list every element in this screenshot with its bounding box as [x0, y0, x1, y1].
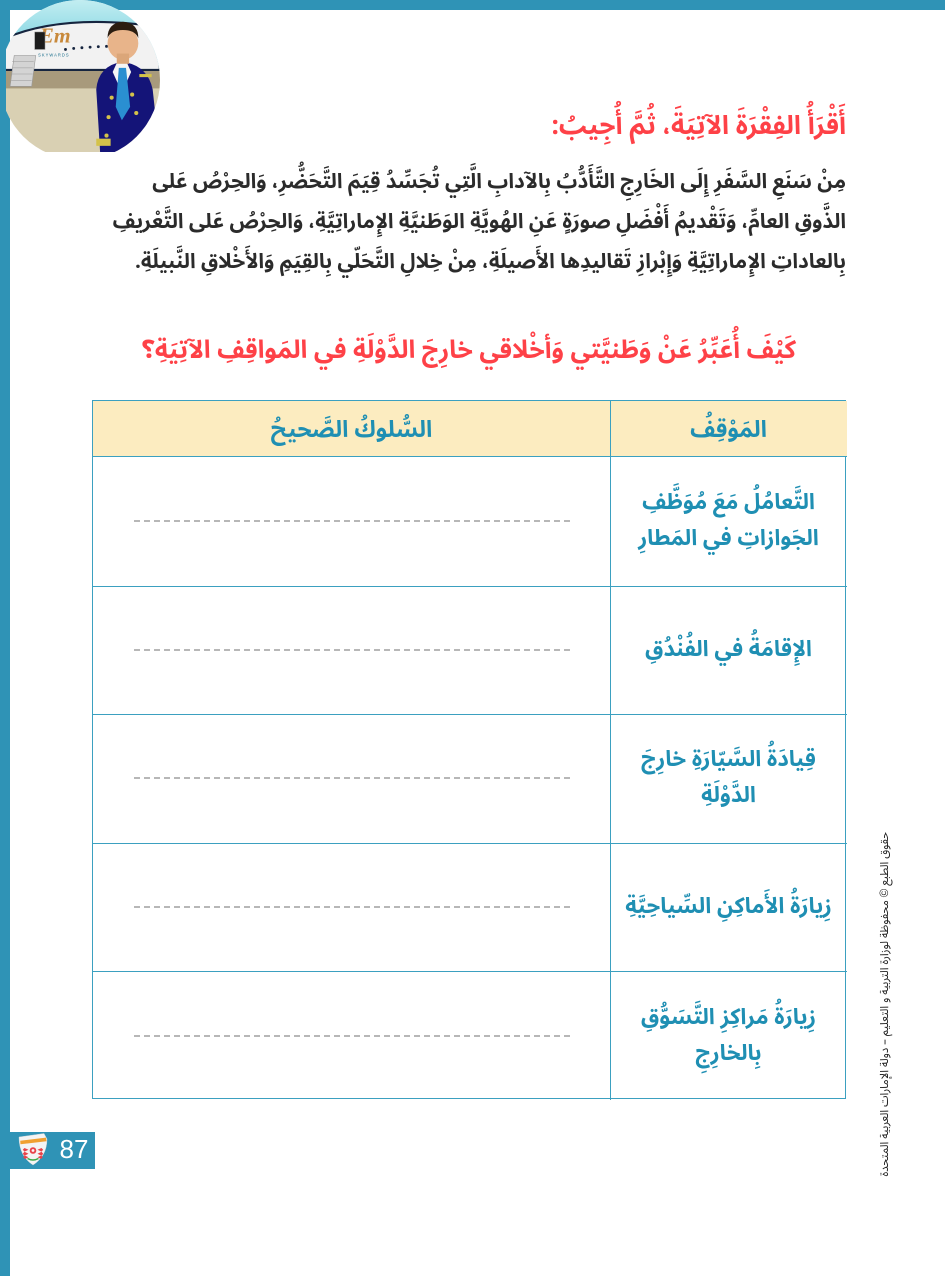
svg-text:SKYWARDS: SKYWARDS: [38, 53, 69, 58]
